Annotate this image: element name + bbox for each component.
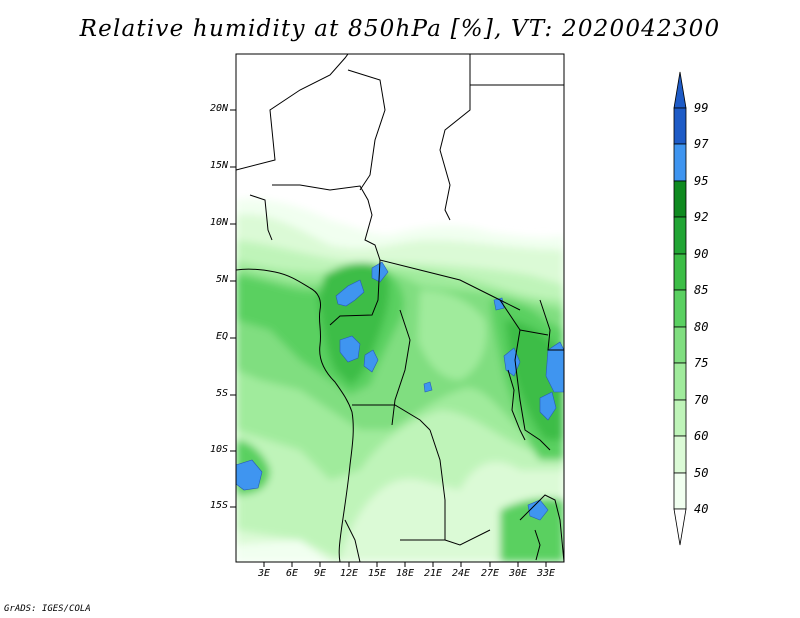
colorbar bbox=[673, 71, 687, 546]
longitude-ticks bbox=[263, 562, 547, 567]
border-line bbox=[347, 69, 386, 191]
lon-label: 21E bbox=[423, 568, 443, 579]
colorbar-swatch bbox=[673, 253, 687, 291]
lon-label: 9E bbox=[313, 568, 327, 579]
rh-95-patch bbox=[539, 391, 557, 421]
lat-label: 15N bbox=[209, 160, 228, 171]
colorbar-label: 85 bbox=[694, 283, 709, 297]
lake-outline bbox=[534, 529, 541, 561]
lat-label: 10N bbox=[209, 217, 228, 228]
rh-95-patch bbox=[236, 459, 263, 491]
border-line bbox=[539, 299, 564, 351]
lon-label: 15E bbox=[367, 568, 387, 579]
border-line bbox=[344, 519, 361, 562]
lon-label: 3E bbox=[257, 568, 271, 579]
map-frame bbox=[235, 53, 565, 563]
colorbar-swatch bbox=[673, 399, 687, 437]
lat-label: 5N bbox=[215, 274, 228, 285]
humidity-field bbox=[236, 198, 564, 562]
lon-label: 12E bbox=[339, 568, 359, 579]
lon-label: 33E bbox=[536, 568, 556, 579]
colorbar-label: 99 bbox=[694, 101, 709, 115]
grads-credit: GrADS: IGES/COLA bbox=[4, 604, 91, 614]
colorbar-swatch bbox=[673, 326, 687, 364]
lat-label: 5S bbox=[215, 388, 228, 399]
colorbar-label: 50 bbox=[694, 466, 709, 480]
country-borders bbox=[236, 54, 564, 562]
border-line bbox=[429, 429, 491, 546]
colorbar-swatch bbox=[673, 143, 687, 182]
rh-95-patch bbox=[335, 279, 365, 307]
lon-label: 24E bbox=[451, 568, 471, 579]
map-title: Relative humidity at 850hPa [%], VT: 202… bbox=[79, 16, 721, 42]
colorbar-swatch bbox=[673, 362, 687, 401]
colorbar-swatch bbox=[673, 289, 687, 328]
border-line bbox=[519, 329, 549, 336]
lon-label: 30E bbox=[508, 568, 528, 579]
colorbar-top-arrow bbox=[673, 71, 687, 109]
coastline bbox=[236, 268, 354, 562]
colorbar-swatch bbox=[673, 107, 687, 145]
lat-label: 20N bbox=[209, 103, 228, 114]
border-line bbox=[379, 259, 521, 311]
rh-80-southeast-zone bbox=[500, 498, 564, 562]
lon-label: 6E bbox=[285, 568, 299, 579]
high-humidity-patches bbox=[236, 261, 564, 521]
lat-label: 10S bbox=[209, 444, 228, 455]
border-line bbox=[519, 494, 564, 562]
colorbar-bottom-arrow bbox=[673, 508, 687, 546]
rh-95-patch bbox=[339, 335, 361, 363]
lon-label: 27E bbox=[480, 568, 500, 579]
colorbar-swatch bbox=[673, 435, 687, 474]
colorbar-label: 97 bbox=[694, 137, 709, 151]
rh-95-patch bbox=[545, 341, 564, 393]
rh-70-central-zone bbox=[418, 290, 487, 380]
colorbar-label: 80 bbox=[694, 320, 709, 334]
border-line bbox=[391, 309, 411, 426]
colorbar-swatch bbox=[673, 472, 687, 510]
rh-95-patch bbox=[527, 499, 549, 521]
colorbar-label: 95 bbox=[694, 174, 709, 188]
border-line bbox=[439, 54, 471, 221]
lat-label: EQ bbox=[215, 331, 228, 342]
colorbar-label: 90 bbox=[694, 247, 709, 261]
colorbar-label: 92 bbox=[694, 210, 709, 224]
colorbar-label: 40 bbox=[694, 502, 709, 516]
border-line bbox=[352, 404, 431, 431]
latitude-ticks bbox=[230, 109, 236, 508]
border-line bbox=[272, 184, 381, 261]
colorbar-swatch bbox=[673, 180, 687, 218]
colorbar-label: 75 bbox=[694, 356, 709, 370]
lake-outline bbox=[507, 369, 526, 441]
colorbar-label: 60 bbox=[694, 429, 709, 443]
rh-95-patch bbox=[363, 349, 379, 373]
lon-label: 18E bbox=[395, 568, 415, 579]
lat-label: 15S bbox=[209, 500, 228, 511]
border-line bbox=[329, 259, 381, 326]
border-line bbox=[236, 54, 349, 171]
rh-95-patch bbox=[423, 381, 433, 393]
colorbar-swatch bbox=[673, 216, 687, 255]
colorbar-label: 70 bbox=[694, 393, 709, 407]
border-line bbox=[249, 194, 273, 241]
